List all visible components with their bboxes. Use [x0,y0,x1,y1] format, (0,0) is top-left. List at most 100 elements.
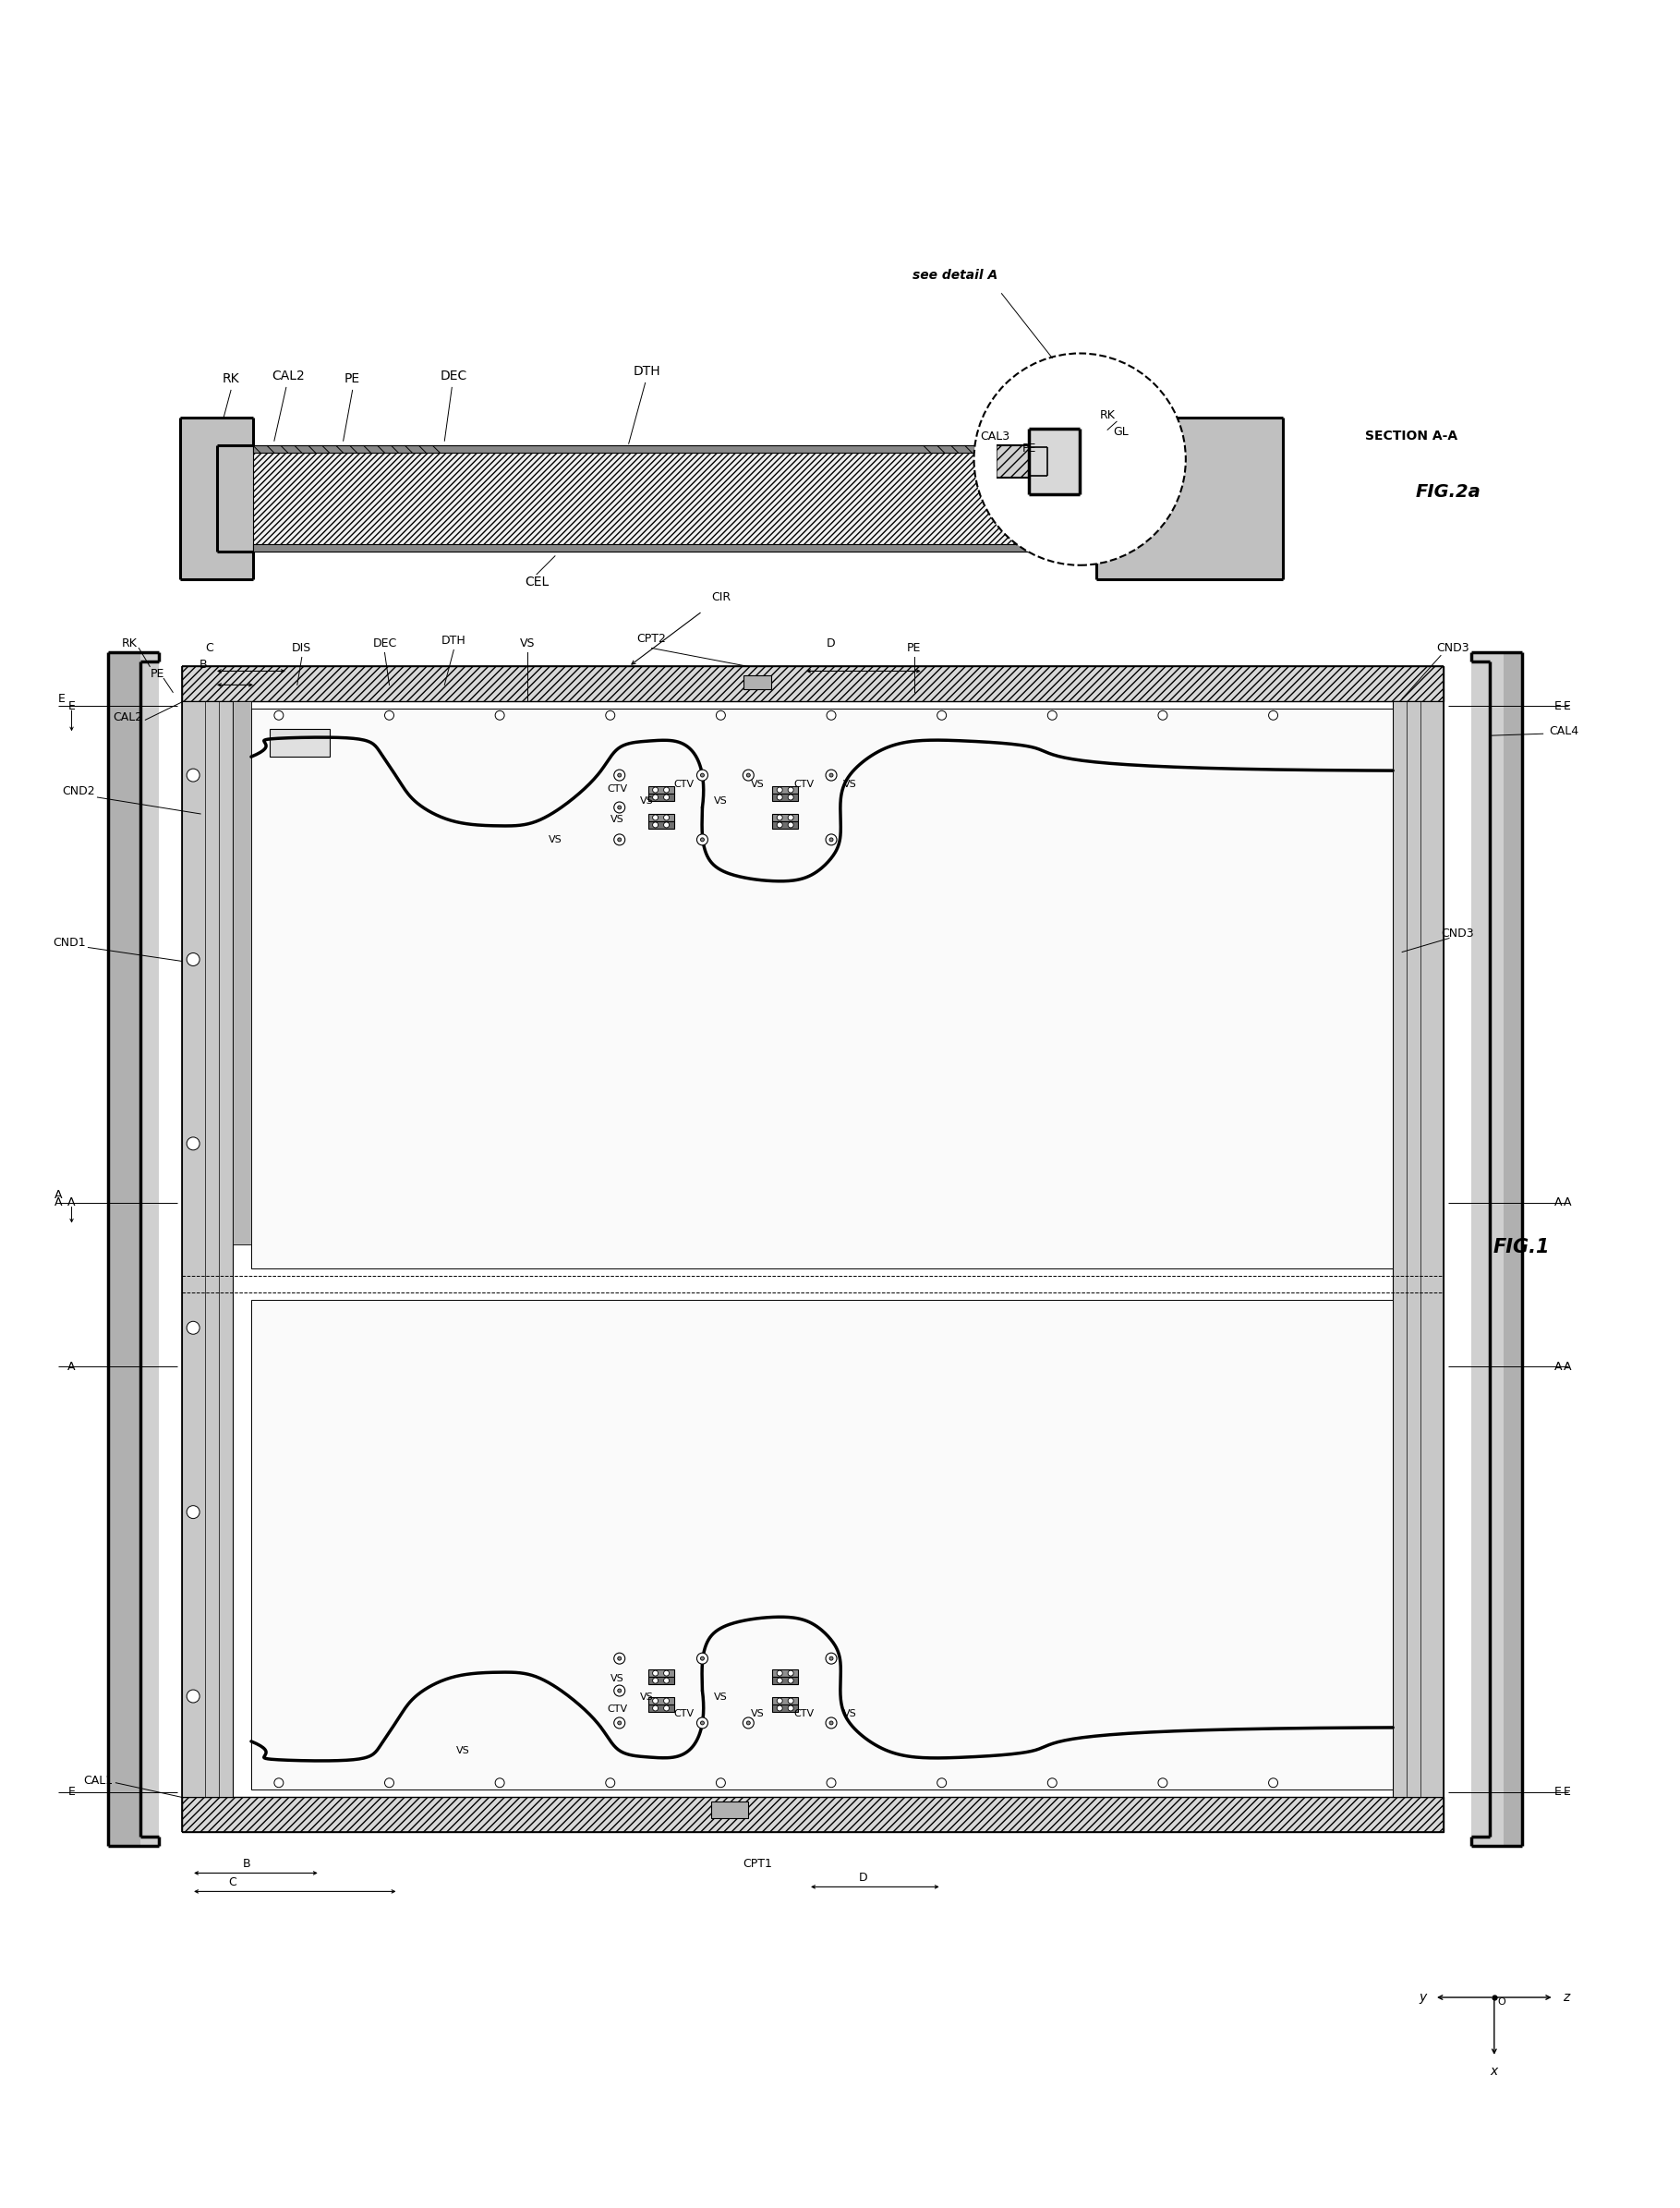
Text: PE: PE [907,643,921,654]
Circle shape [1158,711,1168,720]
Circle shape [664,821,669,828]
Text: PE: PE [344,373,361,386]
Circle shape [788,788,793,793]
Text: VS: VS [751,779,764,788]
Circle shape [186,1320,200,1334]
Circle shape [788,821,793,828]
Circle shape [746,773,751,777]
Text: CTV: CTV [793,779,813,788]
Bar [773,786,798,793]
Text: CAL3: CAL3 [981,431,1010,442]
Text: CAL1: CAL1 [84,1775,113,1786]
Circle shape [186,1689,200,1702]
Circle shape [697,1718,707,1729]
Bar [773,1676,798,1685]
Bar [648,815,674,821]
Circle shape [613,802,625,813]
Bar [648,786,674,793]
Text: C: C [205,643,213,654]
Bar [269,729,329,757]
Circle shape [274,1777,284,1788]
Text: CND1: CND1 [52,936,86,949]
Text: CAL4: CAL4 [1549,724,1579,737]
Text: y: y [1418,1992,1426,2005]
Circle shape [701,1720,704,1724]
Text: C: C [228,1877,237,1888]
Circle shape [788,815,793,821]
Text: FIG.2a: FIG.2a [1416,484,1480,501]
Circle shape [664,788,669,793]
Bar [773,793,798,802]
Circle shape [652,1705,659,1711]
Bar [648,1676,674,1685]
Text: VS: VS [640,797,654,806]
Text: VS: VS [457,1747,470,1755]
Circle shape [186,768,200,782]
Text: D: D [827,638,835,649]
Text: CPT1: CPT1 [743,1857,773,1870]
Circle shape [788,1678,793,1682]
Circle shape [701,773,704,777]
Circle shape [496,711,504,720]
Text: VS: VS [714,1694,727,1702]
Circle shape [618,806,622,810]
Text: CTV: CTV [608,784,628,793]
Text: CND3: CND3 [1436,643,1470,654]
Bar [712,1802,748,1817]
Text: E: E [67,1786,76,1797]
Circle shape [776,821,783,828]
Text: VS: VS [751,1709,764,1718]
Text: RK: RK [123,638,138,649]
Text: A: A [67,1197,76,1208]
Text: DIS: DIS [292,643,311,654]
Text: VS: VS [640,1694,654,1702]
Text: E: E [1564,700,1571,713]
Bar [180,417,217,578]
Circle shape [827,711,837,720]
Text: CND2: CND2 [62,784,94,797]
Bar [648,1698,674,1705]
Circle shape [186,1506,200,1519]
Circle shape [827,1777,837,1788]
Circle shape [937,1777,946,1788]
Circle shape [827,771,837,782]
Text: CPT2: CPT2 [637,634,667,645]
Text: A: A [1554,1197,1562,1208]
Circle shape [274,711,284,720]
Circle shape [701,1656,704,1660]
Bar [1097,417,1282,578]
Text: x: x [1490,2064,1499,2078]
Circle shape [652,821,659,828]
Circle shape [385,711,393,720]
Text: CTV: CTV [674,779,694,788]
Text: z: z [1562,1992,1569,2005]
Circle shape [697,835,707,846]
Circle shape [830,773,833,777]
Circle shape [743,771,754,782]
Text: CAL2: CAL2 [113,711,143,724]
Circle shape [1048,711,1057,720]
Bar [180,417,254,578]
Text: VS: VS [519,638,534,649]
Circle shape [618,773,622,777]
Text: E: E [67,700,76,713]
Circle shape [830,837,833,841]
Circle shape [385,1777,393,1788]
Circle shape [664,1671,669,1676]
Text: see detail A: see detail A [912,269,998,283]
Bar [744,676,771,689]
Bar [252,709,1393,1270]
Circle shape [664,795,669,799]
Bar [181,1797,1443,1833]
Circle shape [1268,1777,1278,1788]
Text: VS: VS [612,1674,625,1682]
Circle shape [1158,1777,1168,1788]
Circle shape [697,1654,707,1665]
Circle shape [776,1705,783,1711]
Circle shape [716,1777,726,1788]
Circle shape [776,1678,783,1682]
Circle shape [827,835,837,846]
Circle shape [664,1678,669,1682]
Bar [1393,702,1443,1797]
Text: RK: RK [1100,408,1116,422]
